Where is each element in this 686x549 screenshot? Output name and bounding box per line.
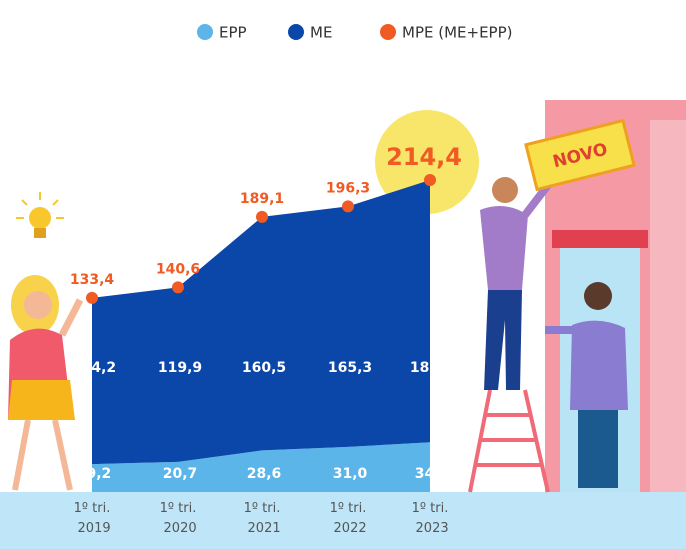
highlight-circle [375, 110, 479, 214]
x-tick-line: 1º tri. [330, 501, 367, 516]
value-label: 114,2 [72, 360, 116, 376]
legend-marker [380, 24, 396, 40]
value-label: 119,9 [158, 360, 202, 376]
ladder [468, 389, 550, 493]
legend-label: EPP [219, 24, 247, 42]
value-label: 180,2 [410, 360, 454, 376]
value-label: 28,6 [247, 466, 282, 482]
point [342, 200, 354, 213]
legend-marker [197, 24, 213, 40]
x-tick-line: 1º tri. [244, 501, 281, 516]
value-label: 160,5 [242, 360, 286, 376]
value-label: 214,4 [386, 143, 462, 171]
sign: NOVO [524, 118, 636, 192]
value-label: 34,2 [415, 466, 450, 482]
value-label: 165,3 [328, 360, 372, 376]
x-tick-line: 2020 [159, 521, 196, 536]
x-tick-line: 2023 [411, 521, 448, 536]
woman-left [8, 275, 84, 491]
point [86, 291, 98, 304]
x-tick-line: 1º tri. [74, 501, 111, 516]
woman-right [545, 282, 628, 488]
legend-label: ME [310, 24, 332, 42]
value-label: 196,3 [326, 180, 370, 196]
point [172, 281, 184, 294]
area [92, 442, 430, 492]
man [480, 177, 552, 390]
lightbulb [16, 192, 64, 238]
area [92, 180, 430, 465]
value-label: 20,7 [163, 466, 198, 482]
value-label: 140,6 [156, 261, 200, 277]
value-label: 19,2 [77, 466, 112, 482]
x-tick-label: 1º tri. 2020 [159, 501, 196, 536]
x-tick-label: 1º tri. 2021 [243, 501, 280, 536]
x-tick-line: 1º tri. [412, 501, 449, 516]
legend: EPP ME MPE (ME+EPP) [197, 24, 513, 42]
value-label: 133,4 [70, 272, 115, 288]
point [256, 210, 268, 223]
plot: 114,2 19,2 133,4 1º tri. 2019 119,9 20,7 140,6… [70, 143, 462, 535]
x-tick-line: 1º tri. [160, 501, 197, 516]
x-tick-label: 1º tri. 2023 [411, 501, 448, 536]
legend-marker [288, 24, 304, 40]
legend-label: MPE (ME+EPP) [402, 24, 513, 42]
x-tick-label: 1º tri. 2022 [329, 501, 366, 536]
x-tick-line: 2022 [329, 521, 366, 536]
x-tick-line: 2021 [243, 521, 280, 536]
point [424, 174, 436, 187]
value-label: 31,0 [333, 466, 368, 482]
x-tick-label: 1º tri. 2019 [73, 501, 110, 536]
value-label: 189,1 [240, 191, 284, 207]
x-tick-line: 2019 [73, 521, 110, 536]
ground [0, 492, 686, 549]
